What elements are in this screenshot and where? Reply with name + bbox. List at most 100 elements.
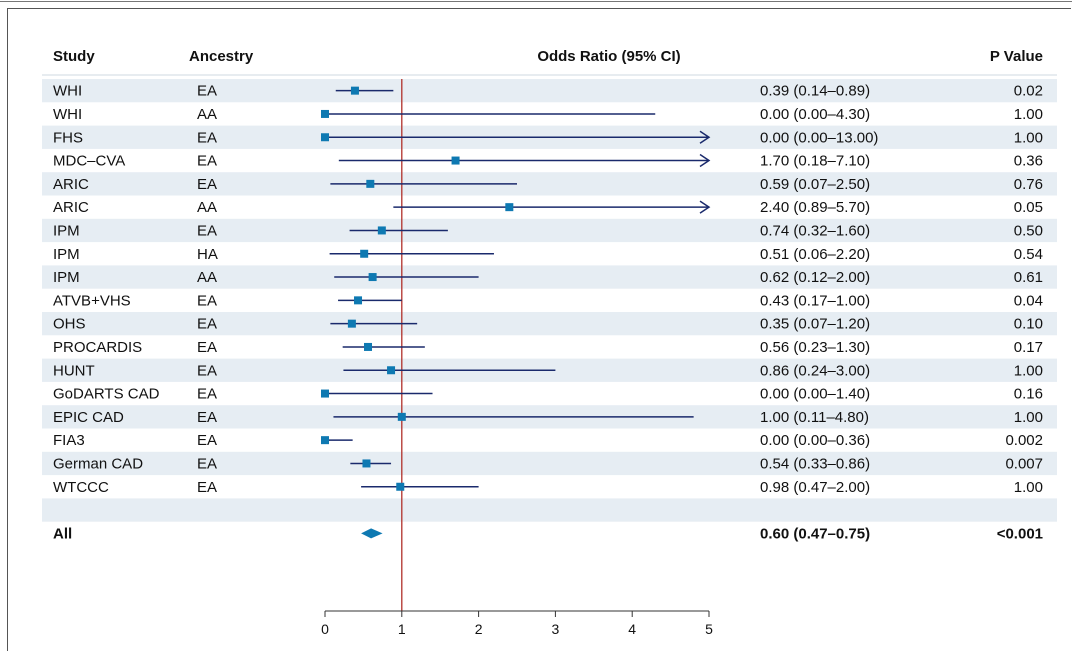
study-label: German CAD	[53, 455, 143, 472]
ancestry-label: AA	[197, 269, 217, 286]
header-odds-ratio: Odds Ratio (95% CI)	[537, 48, 680, 65]
row-band	[42, 265, 1057, 289]
study-label: WTCCC	[53, 479, 109, 496]
point-marker	[397, 412, 406, 421]
point-marker	[354, 296, 363, 305]
x-tick-label: 1	[398, 621, 406, 637]
summary-ci-label: 0.60 (0.47–0.75)	[760, 525, 870, 542]
p-value-label: 0.36	[1014, 153, 1043, 170]
point-marker	[321, 389, 329, 398]
x-tick-label: 4	[628, 621, 636, 637]
p-value-label: 1.00	[1014, 479, 1043, 496]
study-label: FHS	[53, 129, 83, 146]
point-marker	[387, 366, 396, 375]
point-marker	[451, 156, 460, 165]
ancestry-label: EA	[197, 386, 217, 403]
header-row: Study Ancestry Odds Ratio (95% CI) P Val…	[53, 48, 1043, 65]
p-value-label: 0.05	[1014, 199, 1043, 216]
ci-label: 2.40 (0.89–5.70)	[760, 199, 870, 216]
ancestry-label: EA	[197, 222, 217, 239]
ancestry-label: EA	[197, 409, 217, 426]
ci-label: 0.54 (0.33–0.86)	[760, 455, 870, 472]
p-value-label: 0.76	[1014, 176, 1043, 193]
point-marker	[321, 133, 329, 142]
point-marker	[364, 342, 373, 351]
point-marker	[368, 273, 377, 282]
p-value-label: 0.02	[1014, 83, 1043, 100]
row-band	[42, 172, 1057, 196]
ci-label: 0.43 (0.17–1.00)	[760, 292, 870, 309]
ci-label: 0.74 (0.32–1.60)	[760, 222, 870, 239]
point-marker	[366, 179, 375, 188]
ci-label: 0.00 (0.00–1.40)	[760, 386, 870, 403]
ancestry-label: EA	[197, 292, 217, 309]
ancestry-label: EA	[197, 432, 217, 449]
p-value-label: 1.00	[1014, 409, 1043, 426]
study-label: ATVB+VHS	[53, 292, 131, 309]
ci-label: 0.00 (0.00–0.36)	[760, 432, 870, 449]
ancestry-label: EA	[197, 339, 217, 356]
ci-label: 1.70 (0.18–7.10)	[760, 153, 870, 170]
study-label: FIA3	[53, 432, 85, 449]
p-value-label: 1.00	[1014, 129, 1043, 146]
ci-label: 0.86 (0.24–3.00)	[760, 362, 870, 379]
study-label: EPIC CAD	[53, 409, 124, 426]
point-marker	[321, 109, 329, 118]
summary-label: All	[53, 525, 72, 542]
study-label: WHI	[53, 83, 82, 100]
x-tick-label: 2	[475, 621, 483, 637]
ancestry-label: EA	[197, 362, 217, 379]
p-value-label: 1.00	[1014, 362, 1043, 379]
ancestry-label: EA	[197, 129, 217, 146]
ancestry-label: EA	[197, 153, 217, 170]
ci-arrow	[699, 130, 711, 144]
ancestry-label: HA	[197, 246, 218, 263]
plot-area	[321, 79, 711, 611]
ancestry-label: EA	[197, 455, 217, 472]
ancestry-label: EA	[197, 479, 217, 496]
ci-label: 1.00 (0.11–4.80)	[760, 409, 869, 426]
ci-arrow	[699, 200, 711, 214]
point-marker	[377, 226, 386, 235]
x-tick-label: 5	[705, 621, 713, 637]
header-study: Study	[53, 48, 95, 65]
study-label: HUNT	[53, 362, 95, 379]
point-marker	[350, 86, 359, 95]
row-band	[42, 218, 1057, 243]
point-marker	[321, 436, 329, 445]
study-label: IPM	[53, 222, 80, 239]
study-rows: WHI EA 0.39 (0.14–0.89) 0.02 WHI AA 0.00 (0.00…	[53, 83, 1043, 543]
study-label: MDC–CVA	[53, 153, 125, 170]
ancestry-label: EA	[197, 316, 217, 333]
p-value-label: 0.007	[1005, 455, 1043, 472]
ancestry-label: AA	[197, 106, 217, 123]
point-marker	[396, 482, 405, 491]
ancestry-label: EA	[197, 83, 217, 100]
x-tick-label: 3	[552, 621, 560, 637]
study-label: PROCARDIS	[53, 339, 142, 356]
summary-p-value-label: <0.001	[997, 525, 1043, 542]
row-band	[42, 451, 1057, 476]
ci-label: 0.35 (0.07–1.20)	[760, 316, 870, 333]
study-label: WHI	[53, 106, 82, 123]
study-label: ARIC	[53, 176, 89, 193]
header-p-value: P Value	[990, 48, 1043, 65]
p-value-label: 0.61	[1014, 269, 1043, 286]
ci-label: 0.00 (0.00–4.30)	[760, 106, 870, 123]
ci-label: 0.59 (0.07–2.50)	[760, 176, 870, 193]
study-label: OHS	[53, 316, 86, 333]
ci-label: 0.00 (0.00–13.00)	[760, 129, 878, 146]
ancestry-label: AA	[197, 199, 217, 216]
top-rule	[0, 1, 1072, 2]
ancestry-label: EA	[197, 176, 217, 193]
p-value-label: 0.50	[1014, 222, 1043, 239]
x-axis: 0 1 2 3 4 5	[321, 610, 713, 637]
point-marker	[347, 319, 356, 328]
study-label: ARIC	[53, 199, 89, 216]
row-band	[42, 498, 1057, 522]
ci-arrow	[699, 153, 711, 168]
p-value-label: 0.17	[1014, 339, 1043, 356]
x-tick-label: 0	[321, 621, 329, 637]
ci-label: 0.39 (0.14–0.89)	[760, 83, 870, 100]
